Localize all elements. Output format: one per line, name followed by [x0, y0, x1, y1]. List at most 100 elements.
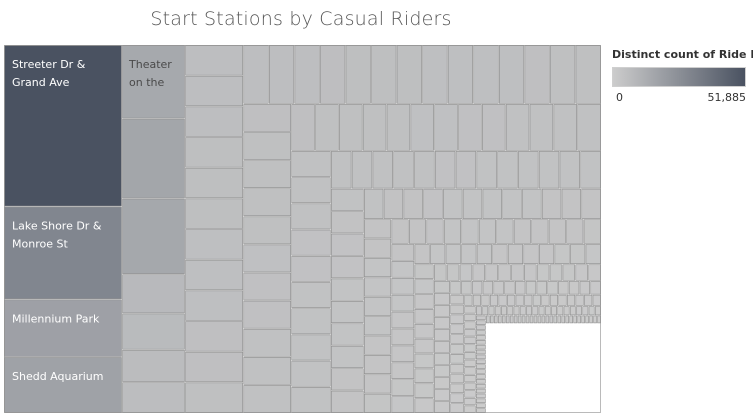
station-tile-unlabeled	[351, 151, 373, 189]
station-tile-unlabeled	[509, 315, 514, 324]
station-tile-unlabeled	[414, 323, 434, 339]
station-tile-unlabeled	[476, 398, 486, 404]
station-tile-unlabeled	[450, 324, 464, 334]
station-tile-unlabeled	[243, 216, 291, 245]
station-tile-unlabeled	[585, 315, 589, 324]
station-tile	[4, 299, 122, 357]
station-tile-unlabeled	[433, 329, 450, 341]
station-tile-unlabeled	[554, 244, 570, 265]
station-tile-unlabeled	[363, 219, 392, 239]
station-tile-unlabeled	[553, 104, 577, 151]
station-tile-unlabeled	[339, 104, 363, 151]
station-tile-unlabeled	[476, 408, 486, 413]
station-tile-unlabeled	[331, 323, 364, 346]
station-tile-unlabeled	[445, 244, 461, 265]
station-tile-unlabeled	[548, 219, 566, 244]
station-tile-unlabeled	[363, 277, 392, 297]
station-tile-unlabeled	[563, 306, 570, 316]
station-tile-unlabeled	[568, 281, 580, 295]
station-tile-unlabeled	[320, 45, 346, 104]
station-tile-unlabeled	[414, 398, 434, 413]
treemap-tiles	[4, 45, 185, 413]
station-tile-unlabeled	[185, 198, 244, 229]
station-tile-unlabeled	[532, 294, 541, 306]
station-tile-unlabeled	[529, 315, 534, 324]
station-tile-unlabeled	[363, 374, 392, 394]
station-tile-unlabeled	[529, 104, 554, 151]
station-tile-unlabeled	[482, 188, 502, 219]
station-tile-unlabeled	[476, 244, 492, 265]
station-tile-unlabeled	[559, 151, 581, 189]
station-tile-unlabeled	[185, 137, 244, 168]
station-tile-unlabeled	[493, 281, 504, 295]
station-tile-unlabeled	[414, 383, 434, 398]
station-tile-unlabeled	[185, 351, 244, 383]
legend-max-label: 51,885	[707, 91, 747, 104]
station-tile-unlabeled	[573, 315, 577, 324]
station-tile-unlabeled	[185, 75, 244, 107]
station-tile-unlabeled	[575, 45, 601, 104]
station-tile-unlabeled	[501, 315, 506, 324]
station-tile-unlabeled	[536, 281, 547, 295]
station-tile-unlabeled	[524, 45, 550, 104]
station-tile-unlabeled	[519, 306, 526, 316]
station-tile-unlabeled	[502, 188, 522, 219]
label-line: Monroe St	[12, 238, 68, 251]
station-tile-unlabeled	[588, 306, 595, 316]
station-tile-unlabeled	[476, 306, 482, 316]
station-tile-unlabeled	[476, 320, 486, 325]
station-tile-unlabeled	[584, 294, 593, 306]
station-tile-unlabeled	[464, 329, 476, 337]
station-tile-unlabeled	[525, 315, 530, 324]
station-tile-unlabeled	[488, 306, 495, 316]
station-tile-unlabeled	[422, 45, 448, 104]
station-tile-unlabeled	[493, 315, 498, 324]
station-tile-unlabeled	[580, 151, 601, 189]
legend-title: Distinct count of Ride Id	[612, 48, 753, 61]
station-tile-unlabeled	[561, 315, 566, 324]
station-tile-unlabeled	[532, 306, 539, 316]
station-tile-unlabeled	[565, 315, 570, 324]
station-tile-unlabeled	[541, 315, 546, 324]
station-tile-unlabeled	[243, 244, 291, 273]
station-tile-unlabeled	[391, 219, 409, 244]
station-tile-unlabeled	[433, 389, 450, 401]
station-tile-unlabeled	[504, 281, 515, 295]
station-tile-unlabeled	[501, 306, 507, 316]
station-tile-unlabeled	[569, 315, 574, 324]
station-tile-unlabeled	[551, 306, 557, 316]
station-tile-unlabeled	[472, 294, 481, 306]
station-tile-unlabeled	[345, 45, 371, 104]
station-tile-unlabeled	[243, 300, 291, 329]
station-tile-unlabeled	[541, 294, 550, 306]
station-label: Millennium Park	[12, 312, 100, 325]
station-tile-unlabeled	[331, 233, 364, 256]
station-tile-unlabeled	[476, 359, 486, 365]
station-tile-unlabeled	[433, 293, 450, 305]
station-tile-unlabeled	[513, 315, 518, 324]
chart-title: Start Stations by Casual Riders	[150, 8, 452, 30]
station-tile-unlabeled	[450, 393, 464, 403]
station-tile-unlabeled	[291, 203, 331, 230]
station-tile-unlabeled	[464, 405, 476, 413]
station-tile-unlabeled	[414, 309, 434, 324]
station-tile-unlabeled	[581, 188, 601, 219]
station-tile-unlabeled	[557, 306, 564, 316]
station-tile-unlabeled	[464, 306, 476, 314]
treemap-detail	[185, 45, 601, 413]
station-tile-unlabeled	[575, 294, 584, 306]
station-tile-unlabeled	[243, 104, 291, 132]
station-tile-unlabeled	[464, 352, 476, 360]
station-tile-unlabeled	[185, 290, 244, 321]
station-tile-unlabeled	[494, 306, 501, 316]
station-tile-unlabeled	[515, 281, 526, 295]
station-label: Streeter Dr & Grand Ave	[12, 58, 86, 89]
station-tile-unlabeled	[414, 264, 434, 279]
station-tile-unlabeled	[464, 336, 476, 345]
station-tile-unlabeled	[476, 379, 486, 384]
station-tile	[4, 45, 122, 207]
station-tile-unlabeled	[391, 379, 415, 396]
station-tile-unlabeled	[443, 219, 462, 244]
station-tile-unlabeled	[291, 151, 331, 177]
station-tile-unlabeled	[538, 306, 545, 316]
